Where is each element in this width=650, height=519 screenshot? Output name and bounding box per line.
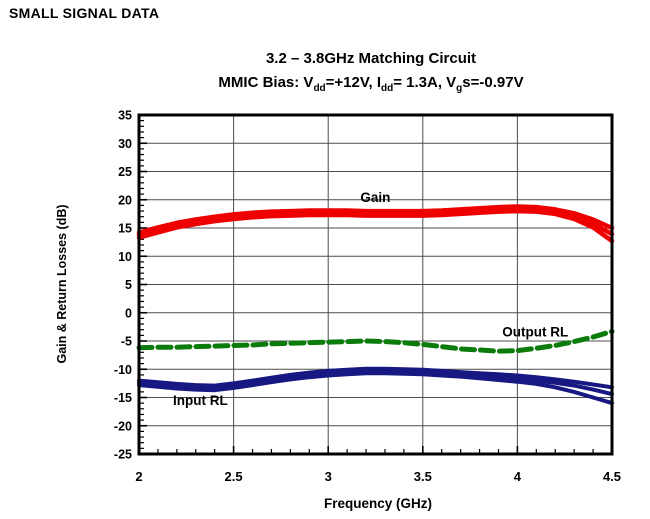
y-tick-label: -5 [121, 335, 132, 349]
subtitle-text: =+12V, I [325, 74, 381, 91]
x-tick-label: 2.5 [225, 469, 243, 484]
subtitle-text: = 1.3A, V [393, 74, 457, 91]
series-label-output-rl: Output RL [502, 324, 568, 339]
trace-input-rl [137, 366, 614, 390]
x-axis-title: Frequency (GHz) [323, 496, 433, 511]
y-tick-label: -10 [114, 363, 132, 377]
y-tick-label: 0 [125, 306, 132, 320]
trace-input-rl [137, 368, 614, 397]
x-tick-label: 3.5 [414, 469, 432, 484]
series-label-input-rl: Input RL [173, 393, 228, 408]
subtitle-subscript: dd [381, 83, 394, 94]
x-tick-label: 3 [325, 469, 332, 484]
chart-title: 3.2 – 3.8GHz Matching Circuit [265, 50, 477, 67]
y-tick-label: 5 [125, 278, 132, 292]
y-tick-label: 15 [118, 222, 132, 236]
x-tick-label: 4 [514, 469, 522, 484]
subtitle-text: MMIC Bias: V [218, 74, 314, 91]
trace-output-rl [136, 328, 615, 354]
y-tick-label: 10 [118, 250, 132, 264]
series-label-gain: Gain [360, 190, 390, 205]
y-tick-label: 35 [118, 109, 132, 123]
trace-gain [136, 208, 615, 244]
trace-input-rl [137, 371, 614, 406]
subtitle-text: s=-0.97V [462, 74, 524, 91]
y-tick-label: -25 [114, 448, 132, 462]
subtitle-subscript: dd [313, 83, 326, 94]
y-tick-label: 20 [118, 193, 132, 207]
y-tick-label: 25 [118, 165, 132, 179]
y-tick-label: 30 [118, 137, 132, 151]
y-tick-label: -20 [114, 419, 132, 433]
x-tick-label: 2 [135, 469, 142, 484]
subtitle-subscript: g [456, 83, 463, 94]
page-title: SMALL SIGNAL DATA [9, 5, 160, 21]
x-tick-label: 4.5 [603, 469, 621, 484]
y-tick-label: -15 [114, 391, 132, 405]
chart-subtitle: MMIC Bias: Vdd=+12V, Idd= 1.3A, Vgs=-0.9… [218, 74, 524, 94]
plot-frame [137, 113, 614, 456]
